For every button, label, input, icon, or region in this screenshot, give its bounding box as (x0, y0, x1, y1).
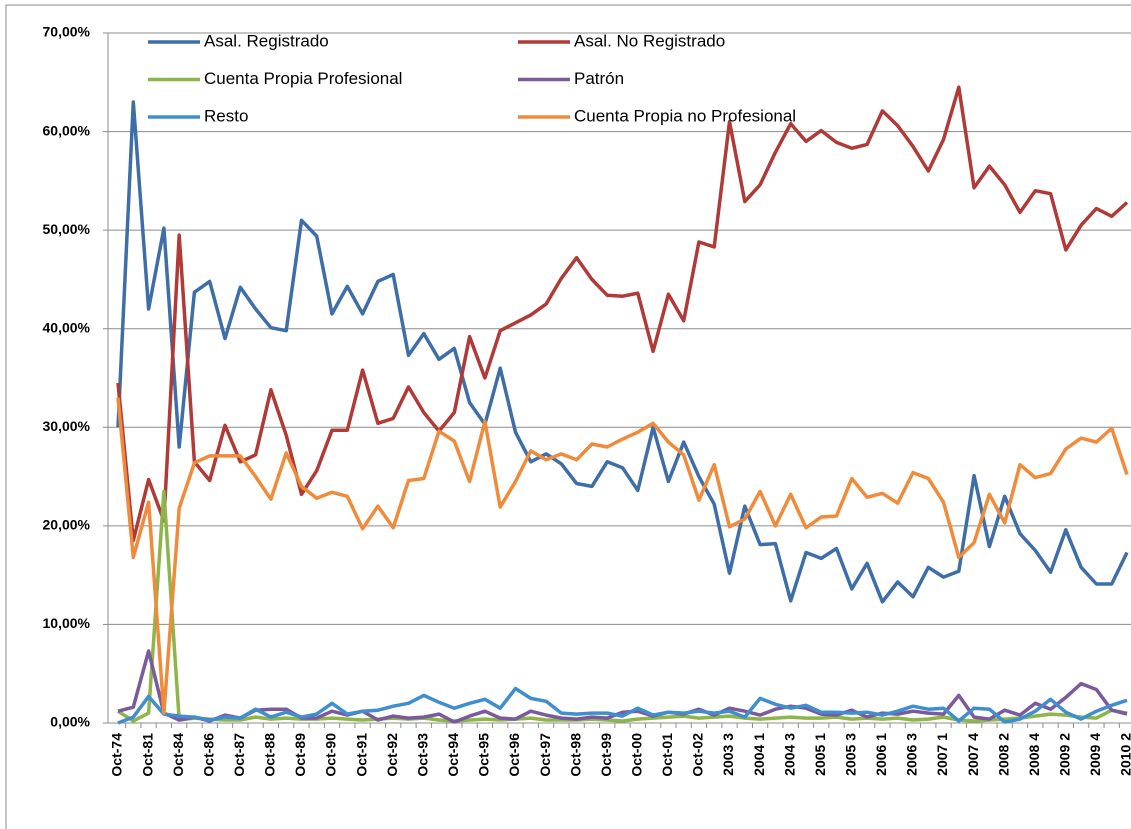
x-tick-label: 2005 1 (812, 733, 828, 776)
x-tick-label: Oct-91 (353, 733, 369, 777)
x-tick-label: Oct-86 (200, 733, 216, 777)
x-tick-label: 2006 1 (873, 733, 889, 776)
series-line (116, 100, 1129, 604)
x-tick-label: Oct-81 (139, 733, 155, 777)
x-tick-label: Oct-74 (109, 733, 125, 777)
x-tick-label: Oct-96 (506, 733, 522, 777)
series-line (117, 649, 1128, 724)
legend-label: Asal. No Registrado (574, 31, 725, 50)
x-tick-label: Oct-89 (292, 733, 308, 777)
series-line (116, 85, 1129, 543)
y-tick-label: 50,00% (43, 221, 91, 237)
legend-label: Patrón (574, 69, 624, 88)
x-tick-label: Oct-92 (384, 733, 400, 777)
x-tick-label: 2007 1 (934, 733, 950, 776)
x-tick-label: 2005 3 (843, 733, 859, 776)
legend-label: Cuenta Propia Profesional (204, 69, 402, 88)
y-tick-label: 10,00% (43, 615, 91, 631)
x-tick-label: 2004 1 (751, 733, 767, 776)
x-tick-label: 2006 3 (904, 733, 920, 776)
x-tick-label: Oct-95 (476, 733, 492, 777)
legend-label: Resto (204, 106, 248, 125)
x-tick-label: Oct-97 (537, 733, 553, 777)
x-tick-label: 2007 4 (965, 733, 981, 776)
x-tick-label: 2008 2 (995, 733, 1011, 776)
y-tick-label: 30,00% (43, 418, 91, 434)
series-line (117, 686, 1128, 725)
chart-frame (5, 4, 1131, 829)
x-tick-label: Oct-87 (231, 733, 247, 777)
x-tick-label: Oct-84 (170, 733, 186, 777)
x-tick-label: 2009 2 (1057, 733, 1073, 776)
x-tick-label: Oct-99 (598, 733, 614, 777)
y-tick-label: 0,00% (50, 714, 90, 730)
series-line (116, 397, 1129, 715)
y-tick-label: 70,00% (43, 24, 91, 40)
x-tick-label: Oct-90 (323, 733, 339, 777)
y-tick-label: 60,00% (43, 122, 91, 138)
y-tick-label: 20,00% (43, 517, 91, 533)
x-tick-label: Oct-93 (414, 733, 430, 777)
x-tick-label: 2009 4 (1087, 733, 1103, 776)
x-tick-label: Oct-88 (262, 733, 278, 777)
x-tick-label: Oct-01 (659, 733, 675, 777)
x-tick-label: 2008 4 (1026, 733, 1042, 776)
x-tick-label: 2004 3 (781, 733, 797, 776)
x-tick-label: 2010 2 (1118, 733, 1131, 776)
legend-label: Asal. Registrado (204, 31, 329, 50)
legend-label: Cuenta Propia no Profesional (574, 106, 796, 125)
x-tick-label: Oct-02 (690, 733, 706, 777)
y-tick-label: 40,00% (43, 319, 91, 335)
x-tick-label: Oct-98 (567, 733, 583, 777)
x-tick-label: Oct-00 (628, 733, 644, 777)
x-tick-label: Oct-94 (445, 733, 461, 777)
x-tick-label: 2003 3 (720, 733, 736, 776)
